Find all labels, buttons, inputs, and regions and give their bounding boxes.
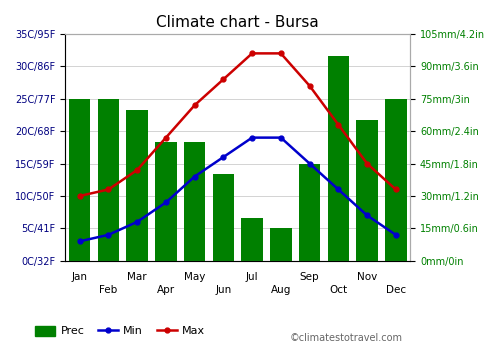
Bar xyxy=(184,142,206,261)
Bar xyxy=(328,56,349,261)
Bar xyxy=(242,218,263,261)
Bar xyxy=(155,142,176,261)
Title: Climate chart - Bursa: Climate chart - Bursa xyxy=(156,15,319,30)
Bar xyxy=(126,110,148,261)
Text: Oct: Oct xyxy=(330,285,347,295)
Text: Jul: Jul xyxy=(246,272,258,282)
Legend: Prec, Min, Max: Prec, Min, Max xyxy=(30,321,210,341)
Text: Aug: Aug xyxy=(270,285,291,295)
Text: Sep: Sep xyxy=(300,272,320,282)
Text: Apr: Apr xyxy=(157,285,175,295)
Text: ©climatestotravel.com: ©climatestotravel.com xyxy=(290,333,403,343)
Text: Nov: Nov xyxy=(357,272,377,282)
Bar xyxy=(98,99,119,261)
Text: May: May xyxy=(184,272,206,282)
Text: Mar: Mar xyxy=(128,272,147,282)
Text: Jan: Jan xyxy=(72,272,88,282)
Bar xyxy=(212,174,234,261)
Bar xyxy=(299,163,320,261)
Bar xyxy=(270,228,291,261)
Text: Feb: Feb xyxy=(100,285,117,295)
Bar xyxy=(356,120,378,261)
Bar xyxy=(385,99,406,261)
Text: Jun: Jun xyxy=(216,285,232,295)
Text: Dec: Dec xyxy=(386,285,406,295)
Bar xyxy=(69,99,90,261)
